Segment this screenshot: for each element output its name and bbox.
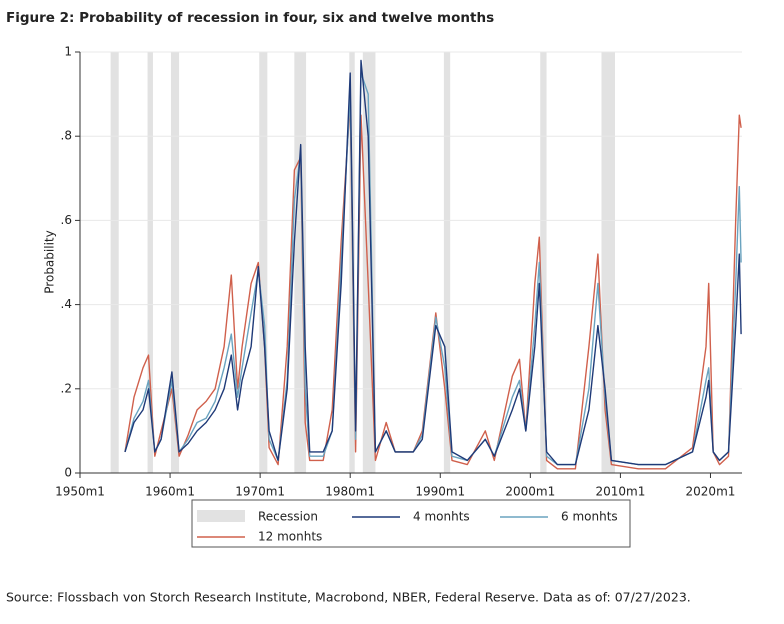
x-tick-label: 1990m1: [415, 485, 465, 499]
x-tick-label: 2010m1: [595, 485, 645, 499]
legend-label: Recession: [258, 510, 318, 524]
y-tick-label: .6: [61, 213, 72, 227]
y-axis-label: Probability: [43, 230, 57, 293]
legend-box: [191, 499, 631, 548]
recession-band: [601, 52, 616, 473]
y-tick-label: 0: [64, 466, 72, 480]
source-note: Source: Flossbach von Storch Research In…: [6, 590, 691, 605]
x-tick-label: 2020m1: [686, 485, 736, 499]
x-tick-label: 1980m1: [325, 485, 375, 499]
x-tick-label: 1960m1: [145, 485, 195, 499]
x-tick-label: 2000m1: [505, 485, 555, 499]
legend-label: 6 monhts: [561, 510, 618, 524]
y-tick-label: .8: [61, 129, 72, 143]
recession-band: [259, 52, 268, 473]
series-line: [124, 59, 742, 466]
series-line: [124, 101, 742, 470]
recession-band: [540, 52, 547, 473]
legend-label: 4 monhts: [413, 510, 470, 524]
x-tick-label: 1970m1: [235, 485, 285, 499]
y-tick-label: .2: [61, 381, 72, 395]
recession-band: [147, 52, 153, 473]
recession-band: [170, 52, 180, 473]
y-tick-label: .4: [61, 297, 72, 311]
legend-label: 12 monhts: [258, 530, 322, 544]
y-tick-label: 1: [64, 45, 72, 59]
x-tick-label: 1950m1: [55, 485, 105, 499]
chart-title: Figure 2: Probability of recession in fo…: [6, 10, 494, 26]
recession-band: [110, 52, 119, 473]
recession-band: [443, 52, 451, 473]
legend-swatch: [197, 510, 245, 522]
recession-band: [294, 52, 307, 473]
